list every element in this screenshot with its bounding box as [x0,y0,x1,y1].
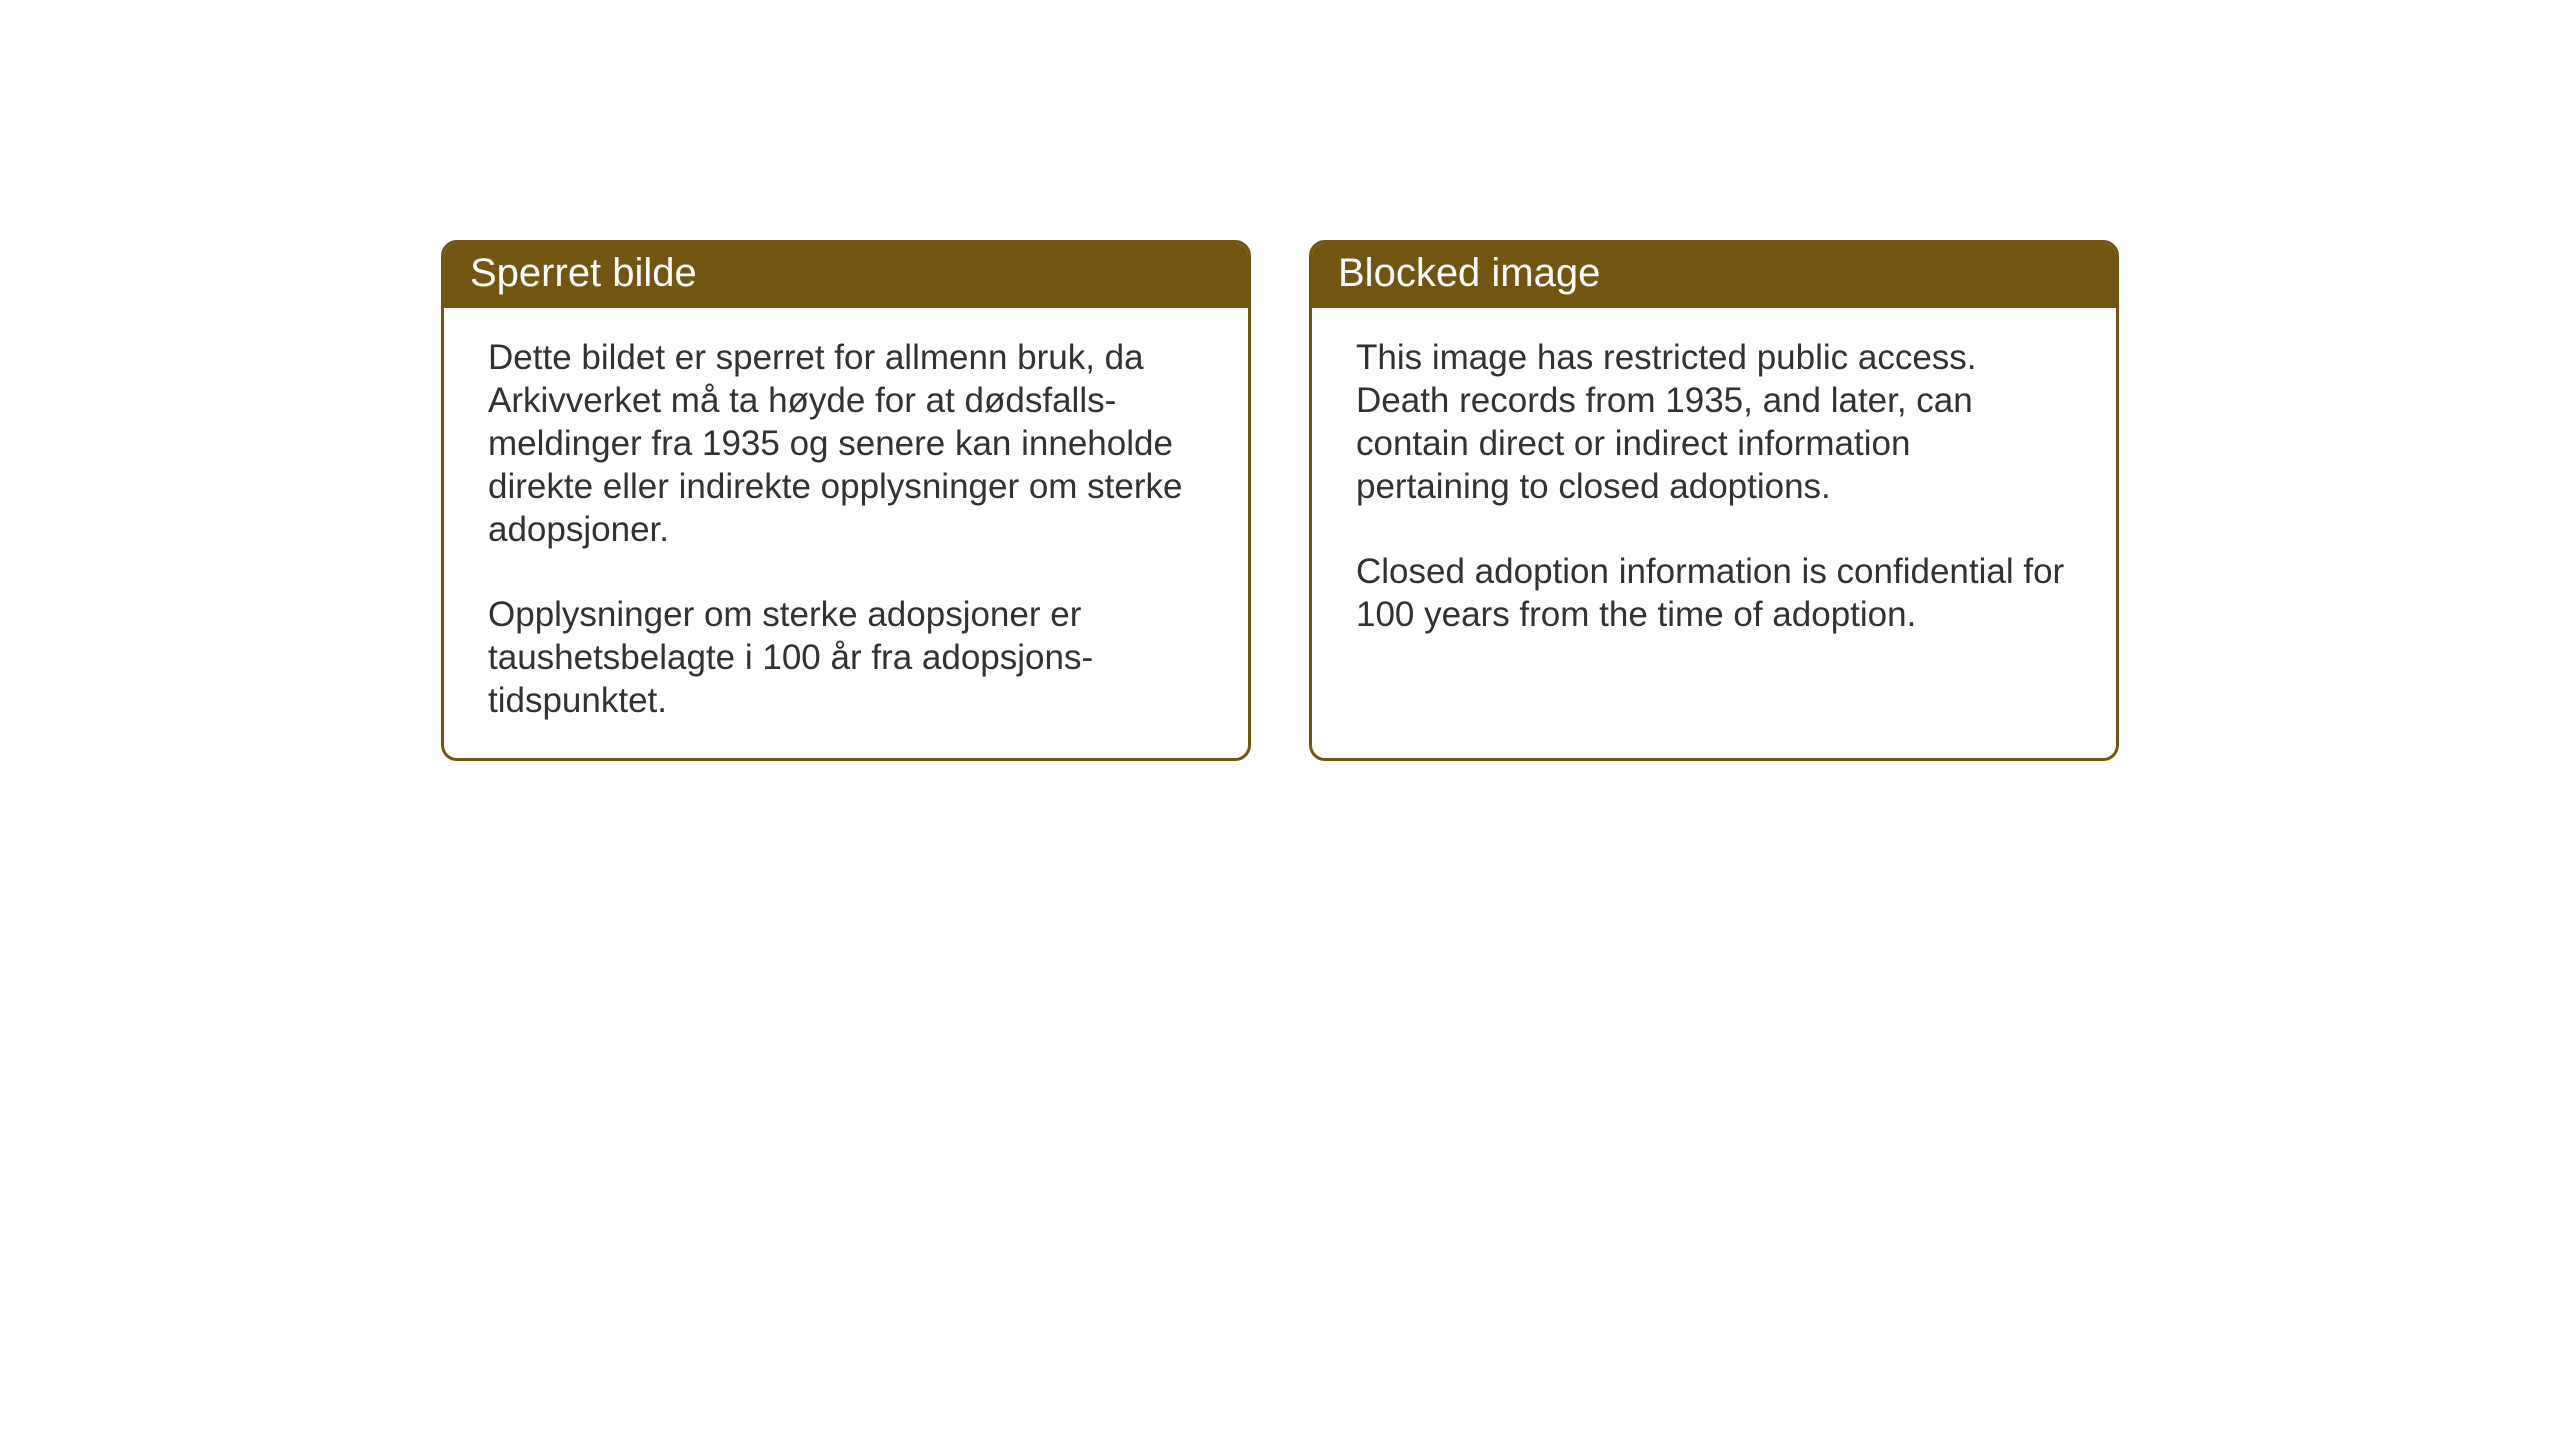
card-body-english: This image has restricted public access.… [1312,308,2116,714]
notice-card-english: Blocked image This image has restricted … [1309,240,2119,761]
card-header-english: Blocked image [1312,243,2116,308]
paragraph-norwegian-1: Dette bildet er sperret for allmenn bruk… [488,336,1204,551]
notice-container: Sperret bilde Dette bildet er sperret fo… [441,240,2119,761]
card-header-norwegian: Sperret bilde [444,243,1248,308]
card-body-norwegian: Dette bildet er sperret for allmenn bruk… [444,308,1248,758]
paragraph-english-2: Closed adoption information is confident… [1356,550,2072,636]
paragraph-english-1: This image has restricted public access.… [1356,336,2072,508]
notice-card-norwegian: Sperret bilde Dette bildet er sperret fo… [441,240,1251,761]
paragraph-norwegian-2: Opplysninger om sterke adopsjoner er tau… [488,593,1204,722]
